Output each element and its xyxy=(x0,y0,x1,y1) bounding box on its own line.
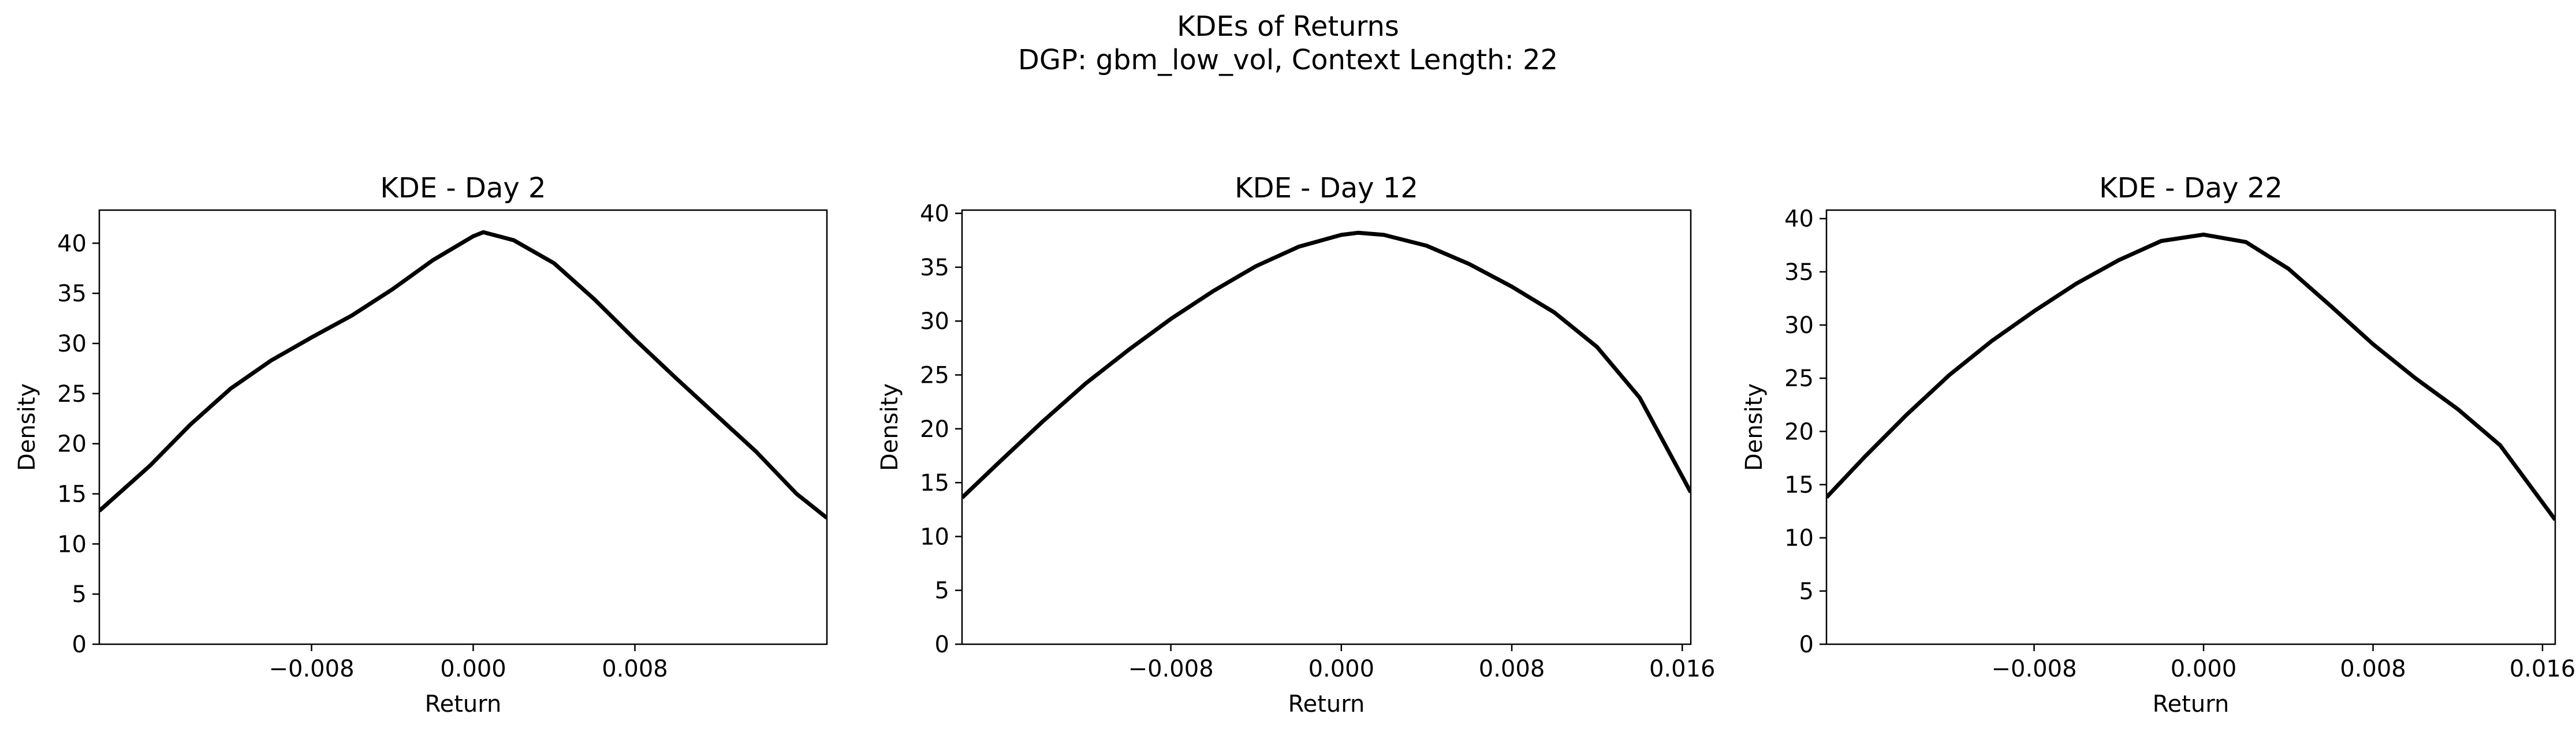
y-tick-label: 40 xyxy=(57,230,87,257)
y-tick-label: 20 xyxy=(1784,419,1814,445)
y-tick-label: 40 xyxy=(920,201,949,227)
subplot-1: −0.008 0.000 0.008 0 5 10 15 20 25 30 35 40 KDE - Da… xyxy=(14,172,828,718)
x-tick-label: 0.000 xyxy=(2171,656,2237,682)
axes-frame xyxy=(98,209,828,645)
x-axis-label: Return xyxy=(1288,691,1365,718)
axes-frame xyxy=(1825,209,2556,645)
x-tick-label: 0.008 xyxy=(1479,656,1545,682)
y-axis-label: Density xyxy=(14,383,40,471)
y-axis-label: Density xyxy=(1741,383,1768,471)
y-tick-label: 5 xyxy=(1799,578,1814,605)
y-tick-label: 0 xyxy=(935,632,949,658)
x-tick-label: −0.008 xyxy=(1992,656,2077,682)
y-tick-label: 0 xyxy=(1799,632,1814,658)
y-tick-label: 35 xyxy=(920,255,949,281)
y-tick-label: 30 xyxy=(57,331,87,357)
kde-curve xyxy=(1826,232,2555,521)
subplot-title: KDE - Day 12 xyxy=(1235,172,1418,204)
x-axis-label: Return xyxy=(425,691,502,718)
y-tick-label: 15 xyxy=(920,470,949,496)
y-tick-label: 30 xyxy=(920,308,949,335)
x-tick-label: 0.008 xyxy=(602,656,668,682)
axes-frame xyxy=(961,209,1692,645)
x-tick-label: 0.016 xyxy=(1649,656,1716,682)
y-tick-label: 10 xyxy=(1784,525,1814,552)
y-tick-label: 30 xyxy=(1784,312,1814,339)
y-tick-label: 35 xyxy=(57,281,87,307)
subplot-title: KDE - Day 22 xyxy=(2099,172,2283,204)
y-tick-label: 5 xyxy=(935,578,949,604)
x-tick-label: 0.016 xyxy=(2510,656,2576,682)
figure-subtitle: DGP: gbm_low_vol, Context Length: 22 xyxy=(1017,44,1559,76)
x-axis-label: Return xyxy=(2153,691,2230,718)
subplot-3: −0.008 0.000 0.008 0.016 0 5 10 15 20 25 30 35 40 KDE… xyxy=(1741,172,2575,718)
x-tick-label: −0.008 xyxy=(269,656,354,682)
y-tick-label: 10 xyxy=(920,524,949,550)
subplot-title: KDE - Day 2 xyxy=(380,172,546,204)
figure-title: KDEs of Returns xyxy=(1177,10,1399,43)
y-tick-label: 25 xyxy=(57,381,87,408)
y-tick-label: 20 xyxy=(920,416,949,443)
y-tick-label: 5 xyxy=(72,581,87,608)
y-tick-label: 15 xyxy=(1784,472,1814,499)
x-tick-label: 0.008 xyxy=(2340,656,2406,682)
y-tick-label: 35 xyxy=(1784,259,1814,286)
x-tick-label: −0.008 xyxy=(1128,656,1214,682)
subplot-2: −0.008 0.000 0.008 0.016 0 5 10 15 20 25 30 35 40 KDE… xyxy=(877,172,1715,718)
y-tick-label: 15 xyxy=(57,481,87,507)
x-tick-label: 0.000 xyxy=(440,656,506,682)
y-tick-label: 10 xyxy=(57,531,87,558)
y-tick-label: 0 xyxy=(72,632,87,658)
y-tick-label: 20 xyxy=(57,431,87,458)
kde-curve xyxy=(99,230,827,520)
kde-curve xyxy=(962,230,1691,499)
y-tick-label: 25 xyxy=(920,362,949,388)
x-tick-label: 0.000 xyxy=(1308,656,1375,682)
y-tick-label: 40 xyxy=(1784,206,1814,233)
y-tick-label: 25 xyxy=(1784,365,1814,392)
y-axis-label: Density xyxy=(877,383,903,471)
